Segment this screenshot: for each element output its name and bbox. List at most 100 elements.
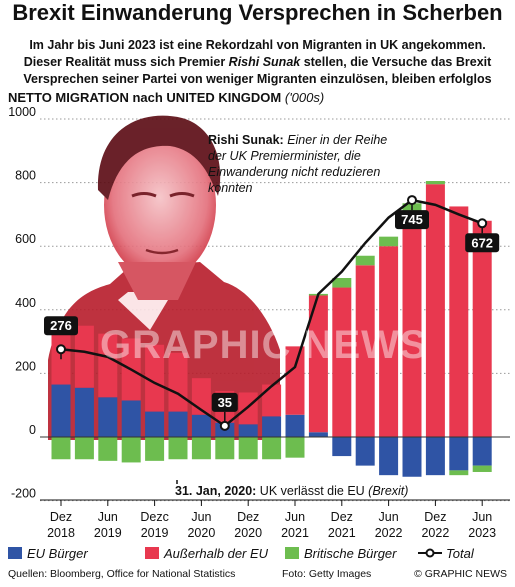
bar-segment [355, 437, 375, 466]
bar-segment [262, 416, 282, 437]
bar-segment [168, 437, 188, 460]
chart-heading: NETTO MIGRATION nach UNITED KINGDOM ('00… [8, 90, 325, 105]
bar-segment [308, 295, 328, 433]
footer-photo-credit: Foto: Getty Images [282, 568, 372, 580]
x-tick-label: Jun [191, 510, 211, 524]
bar-segment [145, 437, 165, 461]
total-label-box [465, 233, 500, 253]
footer-sources: Quellen: Bloomberg, Office for National … [8, 568, 236, 580]
bar-segment [402, 437, 422, 477]
total-point [56, 344, 66, 355]
bar-segment [98, 437, 118, 461]
page-title: Brexit Einwanderung Versprechen in Scher… [12, 0, 503, 25]
subtitle-line-1: Im Jahr bis Juni 2023 ist eine Rekordzah… [29, 38, 486, 52]
bar-segment [402, 212, 422, 437]
bar-segment [332, 287, 352, 437]
bar-segment [168, 411, 188, 437]
x-tick-label: 2018 [47, 526, 75, 540]
bar-segment [472, 465, 492, 472]
footer-copyright: © GRAPHIC NEWS [414, 568, 507, 580]
x-tick-label: Jun [285, 510, 305, 524]
bar-segment [145, 411, 165, 437]
subtitle-line-2: Dieser Realität muss sich Premier Rishi … [23, 55, 492, 69]
x-tick-label: Jun [98, 510, 118, 524]
bar-segment [285, 346, 305, 415]
bar-segment [472, 220, 492, 437]
total-data-label: 745 [401, 212, 423, 227]
legend-british-swatch [285, 547, 299, 559]
x-tick-label: 2022 [421, 526, 449, 540]
x-tick-label: Dez [50, 510, 72, 524]
bar-segment [449, 206, 469, 437]
total-label-box [211, 392, 238, 412]
bar-segment [74, 437, 94, 460]
x-tick-label: 2019 [94, 526, 122, 540]
bar-segment [308, 432, 328, 437]
bar-segment [191, 414, 211, 437]
legend-eu: EU Bürger [8, 546, 88, 561]
x-tick-label: 2021 [281, 526, 309, 540]
legend-non-eu-swatch [145, 547, 159, 559]
bar-segment [472, 437, 492, 466]
bar-segment [449, 437, 469, 471]
x-tick-label: Dez [237, 510, 259, 524]
total-label-box [395, 210, 429, 230]
brexit-note: 31. Jan, 2020: UK verlässt die EU (Brexi… [172, 484, 412, 498]
bar-segment [379, 437, 399, 476]
x-tick-label: Jun [472, 510, 492, 524]
total-line: 276 35 745 672 [44, 195, 500, 431]
bar-segment [332, 278, 352, 288]
total-data-label: 276 [50, 318, 72, 333]
y-tick-label: 600 [15, 232, 36, 246]
total-label-box [44, 316, 78, 336]
bar-segment [51, 384, 71, 437]
x-tick-label: 2020 [187, 526, 215, 540]
bar-segment [191, 437, 211, 460]
bar-segment [98, 397, 118, 437]
y-axis-labels: -200 0 200 400 600 800 1000 [8, 105, 36, 501]
x-tick-label: 2020 [234, 526, 262, 540]
y-tick-label: 200 [15, 359, 36, 373]
total-point [219, 420, 230, 431]
bar-segment [145, 344, 165, 412]
legend-british: Britische Bürger [285, 546, 396, 561]
bar-segment [238, 437, 258, 460]
legend-total: Total [418, 546, 474, 561]
bar-segment [449, 470, 469, 476]
total-point [407, 195, 417, 206]
bar-segment [285, 437, 305, 458]
y-tick-label: 0 [29, 423, 36, 437]
bar-segment [425, 181, 445, 185]
x-axis: Dez 2018 Jun 2019 Dezc 2019 Jun 2020 Dez 2020 Jun 2… [40, 499, 510, 540]
bar-segment [355, 265, 375, 437]
x-tick-label: Dez [331, 510, 353, 524]
y-tick-label: 800 [15, 169, 36, 183]
bar-segment [425, 184, 445, 437]
bars [51, 181, 492, 477]
legend-eu-swatch [8, 547, 22, 559]
bar-segment [262, 384, 282, 417]
x-tick-label: Dez [424, 510, 446, 524]
watermark: GRAPHIC NEWS [100, 323, 428, 367]
legend: EU Bürger Außerhalb der EU Britische Bür… [0, 546, 515, 562]
total-data-label: 35 [218, 395, 232, 410]
x-tick-label: Jun [379, 510, 399, 524]
total-point [477, 218, 488, 229]
sunak-annotation: Rishi Sunak: Einer in der Reihe der UK P… [208, 133, 388, 195]
bar-segment [74, 325, 94, 388]
bar-segment [121, 400, 141, 437]
bar-segment [262, 437, 282, 460]
bar-segment [425, 437, 445, 476]
total-data-label: 672 [471, 235, 493, 250]
bar-segment [121, 437, 141, 463]
x-tick-label: Dezc [140, 510, 168, 524]
y-tick-label: 1000 [8, 105, 36, 119]
bar-segment [98, 333, 118, 398]
x-tick-label: 2023 [468, 526, 496, 540]
bar-segment [74, 387, 94, 437]
x-tick-label: 2019 [141, 526, 169, 540]
legend-total-symbol [418, 548, 442, 558]
bar-segment [332, 437, 352, 457]
bar-segment [379, 246, 399, 437]
